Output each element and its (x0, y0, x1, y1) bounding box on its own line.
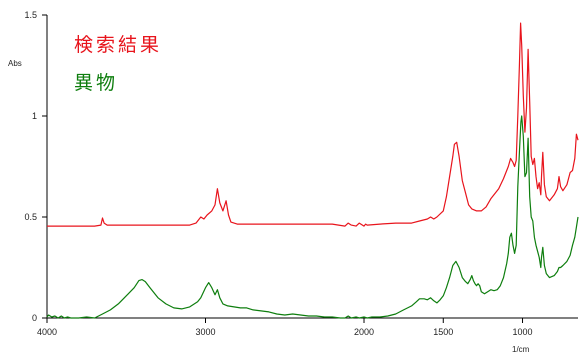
legend-foreign-substance: 異物 (74, 72, 118, 94)
legend-search-result: 検索結果 (74, 34, 162, 56)
y-tick-label: 0.5 (24, 212, 37, 222)
y-tick-label: 1.5 (24, 10, 37, 20)
x-tick-label: 2000 (354, 327, 374, 337)
y-tick-label: 0 (32, 313, 37, 323)
x-axis-ticks: 4000 3000 2000 1500 1000 (37, 318, 533, 337)
x-tick-label: 4000 (37, 327, 57, 337)
y-axis-label: Abs (8, 59, 22, 68)
y-axis-ticks: 0 0.5 1 1.5 (24, 10, 47, 323)
x-tick-label: 3000 (195, 327, 215, 337)
x-tick-label: 1500 (433, 327, 453, 337)
y-tick-label: 1 (32, 111, 37, 121)
plot-frame (46, 15, 578, 319)
series-lines (46, 22, 579, 319)
series-line-search-result (47, 22, 579, 227)
x-axis-label: 1/cm (512, 345, 530, 354)
series-line-foreign-substance (46, 115, 579, 319)
x-tick-label: 1000 (513, 327, 533, 337)
